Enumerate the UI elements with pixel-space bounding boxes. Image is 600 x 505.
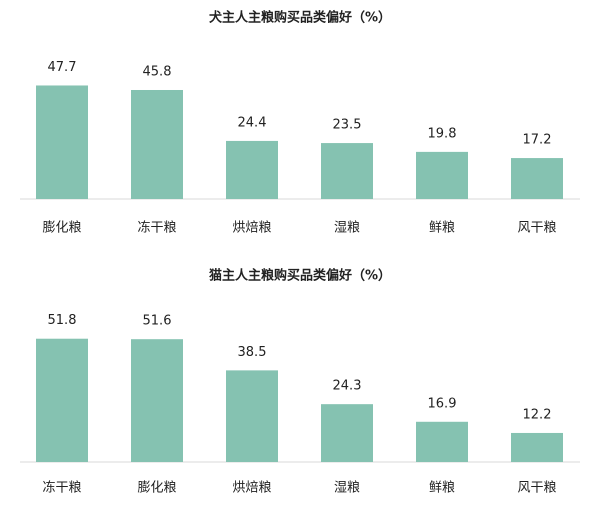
- category-label: 冻干粮: [42, 480, 81, 496]
- bar: [416, 151, 468, 199]
- chart-title: 犬主人主粮购买品类偏好（%）: [209, 10, 391, 26]
- category-label: 烘焙粮: [232, 481, 271, 496]
- value-label: 45.8: [143, 64, 172, 79]
- value-label: 38.5: [238, 345, 267, 360]
- category-label: 湿粮: [334, 221, 360, 236]
- bar: [226, 140, 278, 199]
- bar: [131, 89, 183, 199]
- bar: [36, 85, 88, 199]
- bar: [416, 421, 468, 462]
- category-label: 风干粮: [517, 481, 556, 496]
- category-label: 鲜粮: [429, 481, 455, 496]
- category-label: 风干粮: [517, 221, 556, 236]
- bar: [321, 143, 373, 199]
- category-label: 湿粮: [334, 481, 360, 496]
- category-label: 膨化粮: [42, 221, 81, 236]
- value-label: 24.4: [238, 115, 267, 130]
- value-label: 23.5: [333, 118, 362, 133]
- value-label: 51.8: [48, 313, 77, 328]
- category-label: 冻干粮: [137, 220, 176, 236]
- value-label: 16.9: [428, 396, 457, 411]
- bar: [511, 432, 563, 462]
- value-label: 19.8: [428, 126, 457, 141]
- value-label: 17.2: [523, 133, 552, 148]
- category-label: 膨化粮: [137, 481, 176, 496]
- bar: [131, 339, 183, 462]
- value-label: 47.7: [48, 60, 77, 75]
- category-label: 烘焙粮: [232, 221, 271, 236]
- bar: [36, 338, 88, 462]
- bar: [511, 158, 563, 199]
- value-label: 24.3: [333, 379, 362, 394]
- category-label: 鲜粮: [429, 221, 455, 236]
- value-label: 51.6: [143, 314, 172, 329]
- value-label: 12.2: [523, 407, 552, 422]
- chart-title: 猫主人主粮购买品类偏好（%）: [209, 268, 391, 284]
- bar: [226, 370, 278, 462]
- bar: [321, 404, 373, 462]
